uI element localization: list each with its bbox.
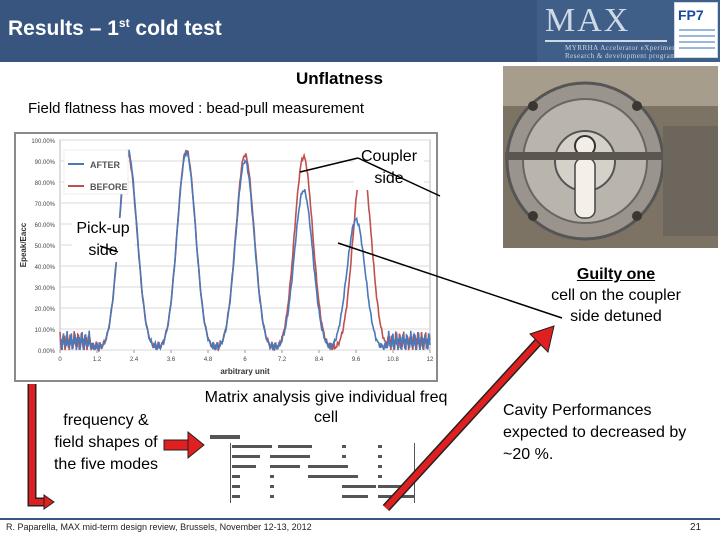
y-tick-label: 20.00% [35,307,56,313]
page-number: 21 [690,522,702,533]
guilty-pointer-line [337,242,563,319]
cavity-photo [503,66,718,248]
y-tick-label: 90.00% [35,160,56,166]
fp7-logo: FP7 [674,2,718,58]
x-tick-label: 3.6 [167,357,176,363]
footer-divider [0,518,720,520]
x-tick-label: 1.2 [93,357,102,363]
legend-label: BEFORE [90,182,128,192]
red-right-arrow-head [187,430,205,460]
x-tick-label: 6 [243,357,247,363]
guilty-cell-note: Guilty one cell on the coupler side detu… [535,264,697,327]
pickup-side-label: Pick-up side [72,218,134,262]
header-bar: Results – 1st cold test MAX MYRRHA Accel… [0,0,720,62]
max-logo: MAX MYRRHA Accelerator eXperiment Resear… [537,0,720,62]
footer-citation: R. Paparella, MAX mid-term design review… [6,522,312,532]
fp7-logo-text: FP7 [678,7,704,23]
pickup-pointer-line [99,245,119,253]
y-tick-label: 40.00% [35,265,56,271]
logo-subtitle-2: Research & development programme [565,52,686,60]
y-tick-label: 80.00% [35,181,56,187]
matrix-equation-drawing [210,435,415,503]
guilty-rest-text: cell on the coupler side detuned [551,287,681,325]
max-logo-text: MAX [545,2,631,39]
fp7-stripe [679,29,715,31]
y-tick-label: 50.00% [35,244,56,250]
red-elbow-arrow [29,384,44,505]
x-tick-label: 0 [58,357,62,363]
cavity-photo-drawing [503,66,718,248]
guilty-one-text: Guilty one [576,266,656,283]
logo-divider [545,40,667,42]
y-tick-label: 100.00% [31,139,55,145]
x-tick-label: 4.8 [204,357,213,363]
legend-label: AFTER [90,160,120,170]
red-diagonal-arrow [383,337,543,511]
y-tick-label: 10.00% [35,328,56,334]
x-tick-label: 12 [427,357,434,363]
coupler-pointer-line [299,157,359,173]
red-diagonal-arrow-head [529,325,555,353]
mode-shapes-label: frequency & field shapes of the five mod… [53,412,159,473]
intro-text: Field flatness has moved : bead-pull mea… [28,100,365,117]
x-tick-label: 9.6 [352,357,361,363]
y-tick-label: 70.00% [35,202,56,208]
fp7-stripe [679,47,715,49]
cavity-performance-note: Cavity Performances expected to decrease… [503,402,687,463]
matrix-analysis-label: Matrix analysis give individual freq cel… [204,389,448,426]
x-tick-label: 2.4 [130,357,139,363]
coupler-pointer-line [357,157,441,197]
section-heading: Unflatness [296,69,383,88]
x-axis-label: arbitrary unit [220,367,270,376]
x-tick-label: 10.8 [387,357,399,363]
logo-subtitle-1: MYRRHA Accelerator eXperiment [565,44,679,52]
fp7-stripe [679,41,715,43]
slide-title: Results – 1st cold test [8,16,222,40]
fp7-stripe [679,35,715,37]
matrix-equation-image [208,431,423,511]
coupler-side-label: Coupler side [354,146,424,190]
y-axis-label: Epeak/Eacc [19,222,28,267]
x-tick-label: 7.2 [278,357,287,363]
x-tick-label: 8.4 [315,357,324,363]
y-tick-label: 0.00% [38,349,56,355]
red-elbow-arrow-head [43,494,55,510]
y-tick-label: 60.00% [35,223,56,229]
red-right-arrow [163,439,189,451]
y-tick-label: 30.00% [35,286,56,292]
